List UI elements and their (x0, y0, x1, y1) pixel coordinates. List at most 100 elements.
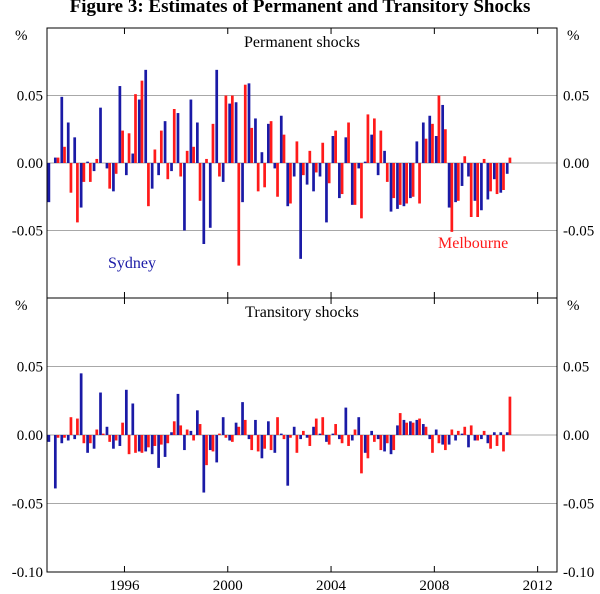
sydney-bar (234, 422, 238, 435)
sydney-bar (176, 113, 180, 163)
sydney-bar (428, 115, 432, 163)
melbourne-bar (218, 163, 221, 177)
melbourne-bar (295, 141, 299, 163)
melbourne-bar (237, 163, 241, 266)
melbourne-bar (353, 429, 357, 435)
sydney-bar (421, 122, 425, 163)
melbourne-bar (243, 419, 247, 435)
melbourne-bar (172, 421, 176, 435)
melbourne-bar (63, 435, 66, 438)
y-tick-label-left: -0.05 (12, 224, 43, 240)
figure-title: Figure 3: Estimates of Permanent and Tra… (69, 0, 531, 17)
melbourne-bar (463, 156, 467, 163)
sydney-bar (486, 435, 490, 444)
melbourne-bar (495, 163, 499, 195)
sydney-bar (344, 137, 348, 163)
sydney-bar (112, 435, 115, 449)
melbourne-bar (114, 435, 118, 441)
unit-label-right: % (567, 298, 580, 314)
sydney-bar (338, 163, 341, 199)
melbourne-bar (385, 163, 389, 182)
melbourne-bar (308, 435, 312, 446)
sydney-bar (105, 426, 109, 435)
melbourne-bar (108, 163, 112, 189)
melbourne-bar (321, 417, 325, 435)
melbourne-bar (456, 163, 460, 201)
sydney-bar (202, 435, 206, 493)
sydney-bar (47, 435, 51, 442)
sydney-bar (60, 435, 64, 444)
sydney-bar (92, 163, 96, 172)
melbourne-bar (127, 435, 131, 455)
melbourne-bar (334, 424, 337, 435)
melbourne-bar (308, 150, 312, 163)
melbourne-bar (56, 435, 60, 438)
sydney-bar (441, 104, 445, 163)
x-tick-label: 2012 (523, 578, 553, 594)
melbourne-bar (392, 163, 396, 199)
sydney-bar (331, 433, 335, 435)
melbourne-bar (159, 130, 163, 163)
melbourne-bar (114, 163, 118, 174)
sydney-bar (118, 86, 122, 163)
transitory-shocks-panel: -0.10 -0.10 -0.05 -0.05 0.00 0.00 0.05 0.05% % Tr… (12, 297, 594, 581)
melbourne-bar (411, 422, 415, 435)
sydney-bar (267, 123, 270, 163)
sydney-bar (286, 163, 290, 207)
sydney-bar (150, 435, 154, 455)
sydney-bar (344, 407, 348, 435)
melbourne-bar (147, 435, 150, 448)
melbourne-bar (469, 425, 473, 435)
y-tick-label-left: 0.05 (17, 360, 43, 376)
sydney-bar (505, 163, 509, 174)
melbourne-bar (502, 435, 505, 452)
sydney-bar (53, 435, 57, 489)
sydney-bar (79, 163, 83, 208)
melbourne-bar (314, 163, 318, 173)
sydney-bar (118, 435, 122, 446)
sydney-bar (467, 163, 470, 177)
melbourne-bar (431, 435, 434, 453)
melbourne-bar (88, 163, 92, 182)
melbourne-bar (237, 426, 241, 435)
melbourne-bar (353, 163, 357, 205)
melbourne-bar (476, 163, 480, 217)
melbourne-bar (69, 163, 73, 193)
sydney-bar (99, 107, 102, 163)
sydney-bar (473, 163, 477, 201)
melbourne-bar (314, 418, 318, 435)
sydney-bar (228, 435, 231, 441)
melbourne-bar (230, 435, 234, 442)
melbourne-bar (418, 163, 421, 204)
melbourne-bar (153, 435, 157, 446)
melbourne-bar (211, 435, 215, 452)
melbourne-bar (134, 435, 137, 453)
melbourne-bar (289, 163, 292, 204)
melbourne-bar (379, 130, 383, 163)
y-tick-label-left: 0.00 (17, 156, 43, 172)
melbourne-bar (224, 435, 228, 438)
sydney-bar (273, 163, 277, 169)
sydney-bar (383, 435, 386, 452)
sydney-bar (292, 163, 296, 177)
sydney-bar (434, 429, 438, 435)
melbourne-bar (327, 435, 331, 445)
melbourne-bar (456, 430, 460, 435)
melbourne-bar (411, 163, 415, 197)
y-tick-label-left: 0.05 (17, 89, 43, 105)
sydney-bar (254, 419, 257, 435)
sydney-bar (473, 435, 477, 441)
melbourne-bar (444, 435, 447, 451)
sydney-bar (305, 163, 309, 185)
permanent-shocks-panel: -0.05 -0.05 0.00 0.00 0.05 0.05% % Permanent sh… (12, 27, 594, 299)
y-tick-label-right: -0.05 (563, 224, 594, 240)
sydney-bar (170, 163, 173, 172)
sydney-bar (144, 435, 148, 452)
sydney-label: Sydney (108, 255, 156, 272)
melbourne-bar (218, 433, 221, 435)
x-tick-label: 2004 (316, 578, 347, 594)
melbourne-bar (250, 435, 254, 451)
sydney-bar (131, 153, 135, 163)
y-tick-label-right: -0.10 (563, 565, 594, 581)
sydney-bar (267, 421, 270, 435)
